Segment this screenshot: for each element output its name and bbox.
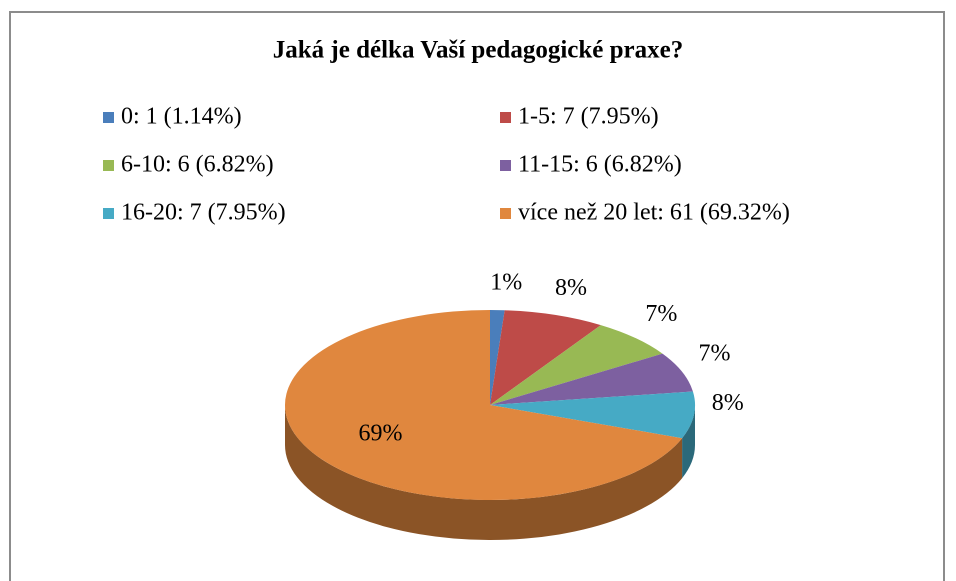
legend-swatch xyxy=(103,208,114,219)
pie-slice xyxy=(490,391,695,439)
legend-swatch xyxy=(103,112,114,123)
legend-swatch xyxy=(103,160,114,171)
legend-swatch xyxy=(500,112,511,123)
legend-swatch xyxy=(500,160,511,171)
legend-label: 16-20: 7 (7.95%) xyxy=(121,200,286,226)
legend-swatch xyxy=(500,208,511,219)
data-label: 8% xyxy=(712,390,744,416)
legend-label: 6-10: 6 (6.82%) xyxy=(121,152,274,178)
pie-slice-side xyxy=(682,405,695,479)
data-label: 7% xyxy=(645,301,677,327)
pie-slice xyxy=(490,310,601,405)
legend-label: více než 20 let: 61 (69.32%) xyxy=(518,200,790,226)
legend-label: 1-5: 7 (7.95%) xyxy=(518,104,659,130)
pie-slice xyxy=(490,310,505,405)
chart-title: Jaká je délka Vaší pedagogické praxe? xyxy=(273,37,683,64)
data-label: 69% xyxy=(359,420,403,446)
data-label: 7% xyxy=(699,340,731,366)
data-label: 8% xyxy=(555,275,587,301)
legend-label: 11-15: 6 (6.82%) xyxy=(518,152,682,178)
pie-slice-side xyxy=(285,405,683,540)
data-label: 1% xyxy=(490,269,522,295)
pie-slice xyxy=(285,310,683,500)
pie-slice xyxy=(490,325,663,405)
pie-slice xyxy=(490,353,693,405)
legend-label: 0: 1 (1.14%) xyxy=(121,104,242,130)
